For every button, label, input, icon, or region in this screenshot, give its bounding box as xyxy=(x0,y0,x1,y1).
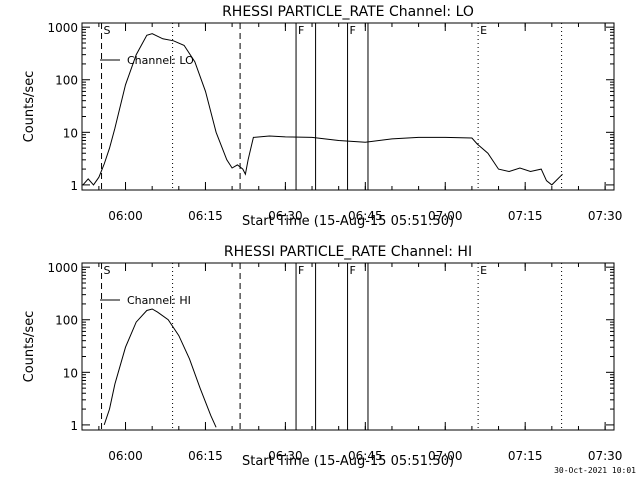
y-tick-label: 10 xyxy=(63,366,78,380)
x-tick-label: 06:30 xyxy=(268,209,303,223)
y-tick-label: 100 xyxy=(55,74,78,88)
y-tick-label: 100 xyxy=(55,314,78,328)
x-tick-label: 07:15 xyxy=(508,209,543,223)
legend-label: Channel: LO xyxy=(127,54,194,67)
x-tick-label: 06:00 xyxy=(108,449,143,463)
y-axis-label: Counts/sec xyxy=(22,71,37,143)
y-tick-label: 10 xyxy=(63,126,78,140)
series-line xyxy=(103,308,217,428)
x-tick-label: 07:30 xyxy=(588,209,623,223)
timestamp-label: 30-Oct-2021 10:01 xyxy=(554,466,636,475)
x-tick-label: 06:45 xyxy=(348,449,383,463)
event-marker-label: S xyxy=(104,24,111,37)
x-tick-label: 06:00 xyxy=(108,209,143,223)
chart-title: RHESSI PARTICLE_RATE Channel: LO xyxy=(222,4,474,20)
event-marker-label: F xyxy=(350,264,356,277)
x-axis-label: Start Time (15-Aug-15 05:51:50) xyxy=(242,454,454,469)
y-tick-label: 1000 xyxy=(47,21,78,35)
y-tick-label: 1 xyxy=(70,179,78,193)
x-tick-label: 06:15 xyxy=(188,449,223,463)
event-marker-label: F xyxy=(298,24,304,37)
y-axis-label: Counts/sec xyxy=(22,311,37,383)
x-axis-label: Start Time (15-Aug-15 05:51:50) xyxy=(242,214,454,229)
x-tick-label: 07:30 xyxy=(588,449,623,463)
x-tick-label: 07:00 xyxy=(428,209,463,223)
legend-label: Channel: HI xyxy=(127,294,191,307)
event-marker-label: S xyxy=(104,264,111,277)
chart-panel-hi: RHESSI PARTICLE_RATE Channel: HI Start Ti… xyxy=(22,244,622,469)
x-tick-label: 07:15 xyxy=(508,449,543,463)
event-marker-label: E xyxy=(480,264,487,277)
chart-title: RHESSI PARTICLE_RATE Channel: HI xyxy=(224,244,472,260)
x-tick-label: 06:15 xyxy=(188,209,223,223)
y-tick-label: 1 xyxy=(70,419,78,433)
x-tick-label: 06:30 xyxy=(268,449,303,463)
y-tick-label: 1000 xyxy=(47,261,78,275)
event-marker-label: E xyxy=(480,24,487,37)
series-line xyxy=(82,33,563,186)
event-marker-label: F xyxy=(298,264,304,277)
chart-panel-lo: RHESSI PARTICLE_RATE Channel: LO Start Ti… xyxy=(22,4,622,229)
x-tick-label: 07:00 xyxy=(428,449,463,463)
x-tick-label: 06:45 xyxy=(348,209,383,223)
event-marker-label: F xyxy=(350,24,356,37)
